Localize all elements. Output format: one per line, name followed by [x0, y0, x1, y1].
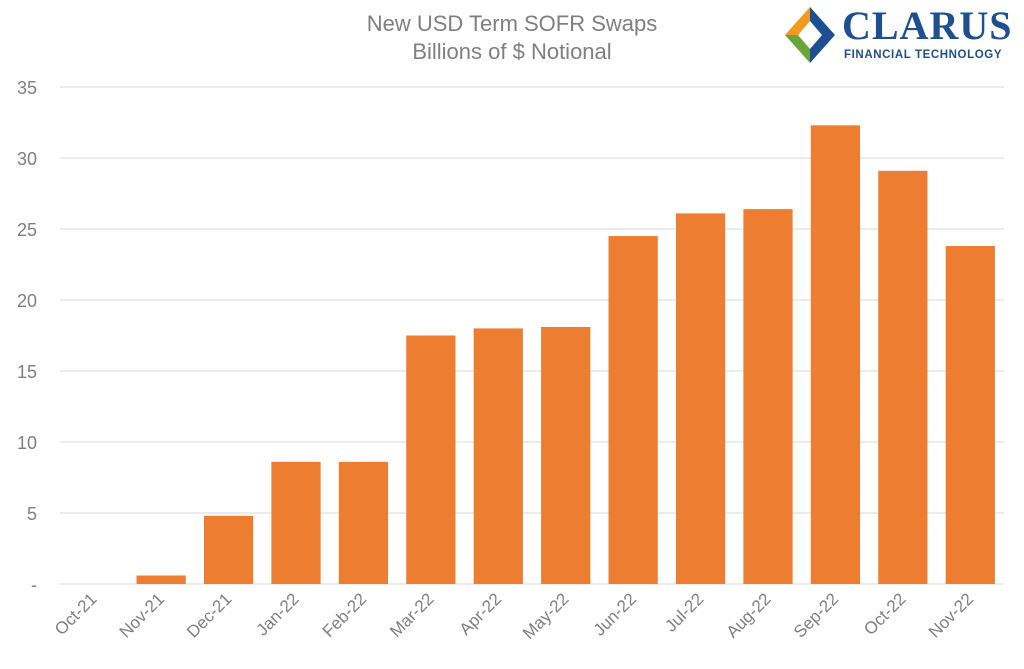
y-tick-label: 30 — [17, 149, 37, 169]
bar — [608, 236, 658, 584]
x-tick-label: May-22 — [519, 589, 573, 643]
clarus-logo: CLARUS FINANCIAL TECHNOLOGY — [782, 4, 1022, 66]
chart-title: New USD Term SOFR Swaps — [366, 11, 658, 36]
bar — [945, 246, 995, 585]
bar — [338, 461, 389, 584]
bar — [406, 335, 456, 584]
clarus-diamond-icon — [784, 6, 836, 64]
x-tick-label: Jan-22 — [253, 589, 303, 639]
x-tick-label: Mar-22 — [386, 589, 438, 641]
x-tick-label: Dec-21 — [183, 589, 235, 641]
x-tick-label: Oct-21 — [51, 589, 101, 639]
bar — [136, 575, 186, 584]
x-tick-label: Aug-22 — [723, 589, 775, 641]
y-tick-label: 35 — [17, 78, 37, 98]
x-tick-label: Jul-22 — [661, 589, 707, 635]
x-tick-label: Jun-22 — [590, 589, 640, 639]
y-tick-label: 25 — [17, 220, 37, 240]
y-tick-label: 5 — [27, 504, 37, 524]
bar — [743, 209, 793, 584]
x-tick-label: Feb-22 — [319, 589, 371, 641]
bar — [473, 328, 523, 584]
y-tick-label: 10 — [17, 433, 37, 453]
chart-subtitle: Billions of $ Notional — [412, 39, 612, 64]
x-tick-label: Nov-21 — [116, 589, 168, 641]
y-tick-label: 15 — [17, 362, 37, 382]
bar — [541, 326, 591, 584]
bar — [675, 213, 726, 584]
x-tick-label: Oct-22 — [860, 589, 910, 639]
bar — [810, 125, 861, 584]
x-tick-label: Sep-22 — [790, 589, 842, 641]
y-tick-label: 20 — [17, 291, 37, 311]
bar — [878, 170, 928, 584]
x-tick-label: Apr-22 — [456, 589, 506, 639]
y-tick-label: - — [31, 575, 37, 595]
logo-wordmark: CLARUS — [842, 3, 1013, 48]
x-tick-label: Nov-22 — [925, 589, 977, 641]
bar — [203, 515, 254, 584]
logo-tagline: FINANCIAL TECHNOLOGY — [844, 49, 1003, 61]
bar — [271, 461, 321, 584]
